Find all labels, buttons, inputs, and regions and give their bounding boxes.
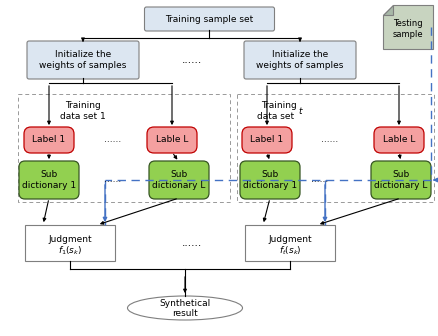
- FancyBboxPatch shape: [244, 41, 355, 79]
- Text: Label 1: Label 1: [32, 135, 65, 144]
- Text: Sub
dictionary L: Sub dictionary L: [374, 170, 427, 190]
- Text: Judgment: Judgment: [48, 236, 92, 245]
- Bar: [25, 225, 115, 261]
- FancyBboxPatch shape: [148, 161, 208, 199]
- Text: Testing
sample: Testing sample: [392, 19, 422, 39]
- FancyBboxPatch shape: [144, 7, 274, 31]
- FancyBboxPatch shape: [370, 161, 430, 199]
- Text: Training
data set 1: Training data set 1: [60, 101, 106, 121]
- FancyBboxPatch shape: [241, 127, 291, 153]
- Text: Initialize the
weights of samples: Initialize the weights of samples: [39, 50, 127, 70]
- Text: result: result: [172, 309, 198, 319]
- Text: ......: ......: [311, 175, 328, 184]
- Text: Initialize the
weights of samples: Initialize the weights of samples: [256, 50, 343, 70]
- Text: Training sample set: Training sample set: [165, 14, 253, 24]
- Bar: [18, 94, 230, 202]
- Text: Sub
dictionary 1: Sub dictionary 1: [242, 170, 297, 190]
- FancyBboxPatch shape: [24, 127, 74, 153]
- Text: Lable L: Lable L: [382, 135, 414, 144]
- Text: ......: ......: [181, 55, 201, 65]
- Text: Training
data set: Training data set: [256, 101, 297, 121]
- Text: $f_1(s_k)$: $f_1(s_k)$: [58, 245, 82, 257]
- Text: t: t: [297, 107, 301, 116]
- FancyBboxPatch shape: [240, 161, 299, 199]
- Bar: [237, 94, 433, 202]
- Text: Sub
dictionary L: Sub dictionary L: [152, 170, 205, 190]
- FancyBboxPatch shape: [27, 41, 139, 79]
- Polygon shape: [382, 5, 392, 15]
- Text: Lable L: Lable L: [155, 135, 188, 144]
- Text: Synthetical: Synthetical: [159, 299, 210, 308]
- FancyBboxPatch shape: [147, 127, 197, 153]
- Text: ......: ......: [104, 175, 121, 184]
- FancyBboxPatch shape: [373, 127, 423, 153]
- Polygon shape: [382, 5, 432, 49]
- Ellipse shape: [127, 296, 242, 320]
- Bar: [244, 225, 334, 261]
- FancyBboxPatch shape: [19, 161, 79, 199]
- Text: ......: ......: [181, 238, 201, 248]
- Text: $f_t(s_k)$: $f_t(s_k)$: [278, 245, 300, 257]
- Text: Judgment: Judgment: [268, 236, 311, 245]
- Text: ......: ......: [321, 135, 338, 144]
- Text: Label 1: Label 1: [250, 135, 283, 144]
- Text: ......: ......: [104, 135, 121, 144]
- Text: Sub
dictionary 1: Sub dictionary 1: [22, 170, 76, 190]
